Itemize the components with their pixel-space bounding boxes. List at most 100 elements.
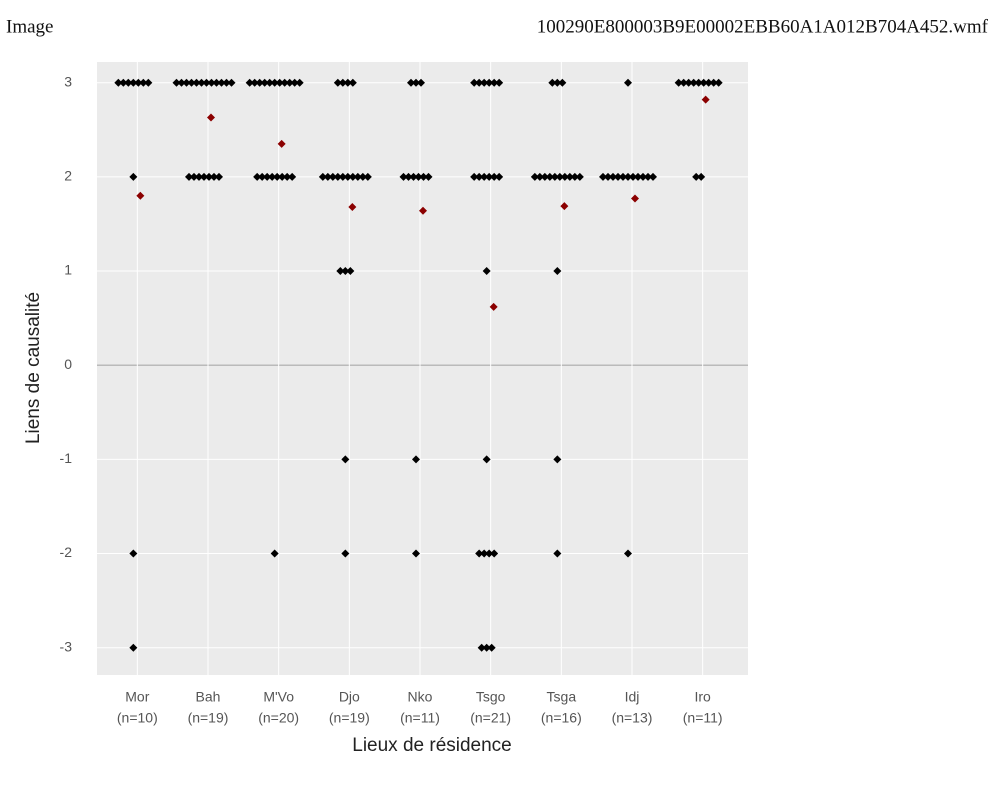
data-point [560, 172, 569, 181]
x-tick-label: Nko [408, 689, 433, 705]
data-point [619, 172, 627, 181]
x-tick-sublabel: (n=10) [117, 710, 158, 726]
data-point [129, 78, 138, 87]
data-point [250, 78, 259, 87]
data-point [412, 455, 420, 464]
data-point [215, 172, 223, 181]
data-point [697, 172, 706, 181]
data-point [190, 172, 198, 181]
y-tick-label: 2 [64, 168, 72, 184]
data-point [407, 78, 415, 87]
data-point [263, 172, 272, 181]
data-point [548, 78, 557, 87]
data-point [495, 78, 504, 87]
x-tick-label: Djo [339, 689, 360, 705]
data-point [212, 78, 221, 87]
data-point [692, 172, 701, 181]
data-point [487, 643, 496, 652]
data-point [185, 172, 193, 181]
data-point [295, 78, 304, 87]
data-point [634, 172, 642, 181]
header-left: Image [6, 16, 53, 37]
data-point [343, 172, 352, 181]
data-point [195, 172, 203, 181]
data-point [709, 78, 718, 87]
mean-point [489, 302, 498, 311]
data-point [485, 78, 494, 87]
data-point [674, 78, 683, 87]
data-point [285, 78, 294, 87]
data-point [182, 78, 191, 87]
x-tick-sublabel: (n=13) [612, 710, 653, 726]
data-point [485, 172, 494, 181]
data-point [553, 549, 562, 558]
data-point [253, 172, 262, 181]
plot-panel [97, 62, 748, 675]
data-point [124, 78, 133, 87]
data-point [217, 78, 226, 87]
data-point [338, 172, 347, 181]
x-tick-label: M'Vo [263, 689, 294, 705]
data-point [555, 172, 564, 181]
data-point [714, 78, 723, 87]
x-tick-sublabel: (n=19) [329, 710, 370, 726]
data-point [419, 172, 428, 181]
x-tick-sublabel: (n=11) [400, 710, 440, 726]
data-point [553, 78, 562, 87]
data-point [348, 172, 357, 181]
data-point [187, 78, 196, 87]
data-point [346, 267, 355, 276]
y-tick-label: 1 [64, 262, 72, 278]
x-tick-label: Tsgo [476, 689, 506, 705]
x-tick-label: Idj [625, 689, 640, 705]
data-point [629, 172, 637, 181]
data-point [129, 549, 138, 558]
data-point [409, 172, 418, 181]
data-point [485, 549, 494, 558]
data-point [338, 78, 347, 87]
data-point [694, 78, 703, 87]
data-point [323, 172, 332, 181]
data-point [205, 172, 213, 181]
data-point [624, 549, 632, 558]
data-point [624, 172, 632, 181]
data-point [336, 267, 345, 276]
y-axis-title: Liens de causalité [23, 292, 44, 444]
data-point [139, 78, 148, 87]
data-point [412, 78, 420, 87]
data-point [417, 78, 425, 87]
x-tick-label: Iro [694, 689, 711, 705]
data-point [480, 78, 489, 87]
data-point [490, 78, 499, 87]
data-point [260, 78, 269, 87]
data-point [197, 78, 206, 87]
data-point [482, 267, 491, 276]
data-point [475, 78, 484, 87]
data-point [550, 172, 559, 181]
data-point [258, 172, 267, 181]
y-tick-label: -1 [60, 450, 73, 466]
data-point [192, 78, 201, 87]
data-point [495, 172, 504, 181]
data-point [545, 172, 554, 181]
data-point [470, 78, 479, 87]
mean-point [419, 206, 427, 215]
data-point [363, 172, 372, 181]
data-point [553, 455, 562, 464]
data-point [639, 172, 647, 181]
data-point [144, 78, 153, 87]
y-tick-label: 3 [64, 73, 72, 89]
data-point [283, 172, 292, 181]
x-tick-sublabel: (n=16) [541, 710, 582, 726]
x-tick-sublabel: (n=11) [683, 710, 723, 726]
data-point [604, 172, 612, 181]
data-point [480, 549, 489, 558]
data-point [273, 172, 282, 181]
data-point [679, 78, 688, 87]
data-point [684, 78, 693, 87]
y-tick-label: -3 [60, 638, 73, 654]
data-point [535, 172, 544, 181]
data-point [341, 455, 350, 464]
data-point [270, 549, 279, 558]
data-point [475, 172, 484, 181]
